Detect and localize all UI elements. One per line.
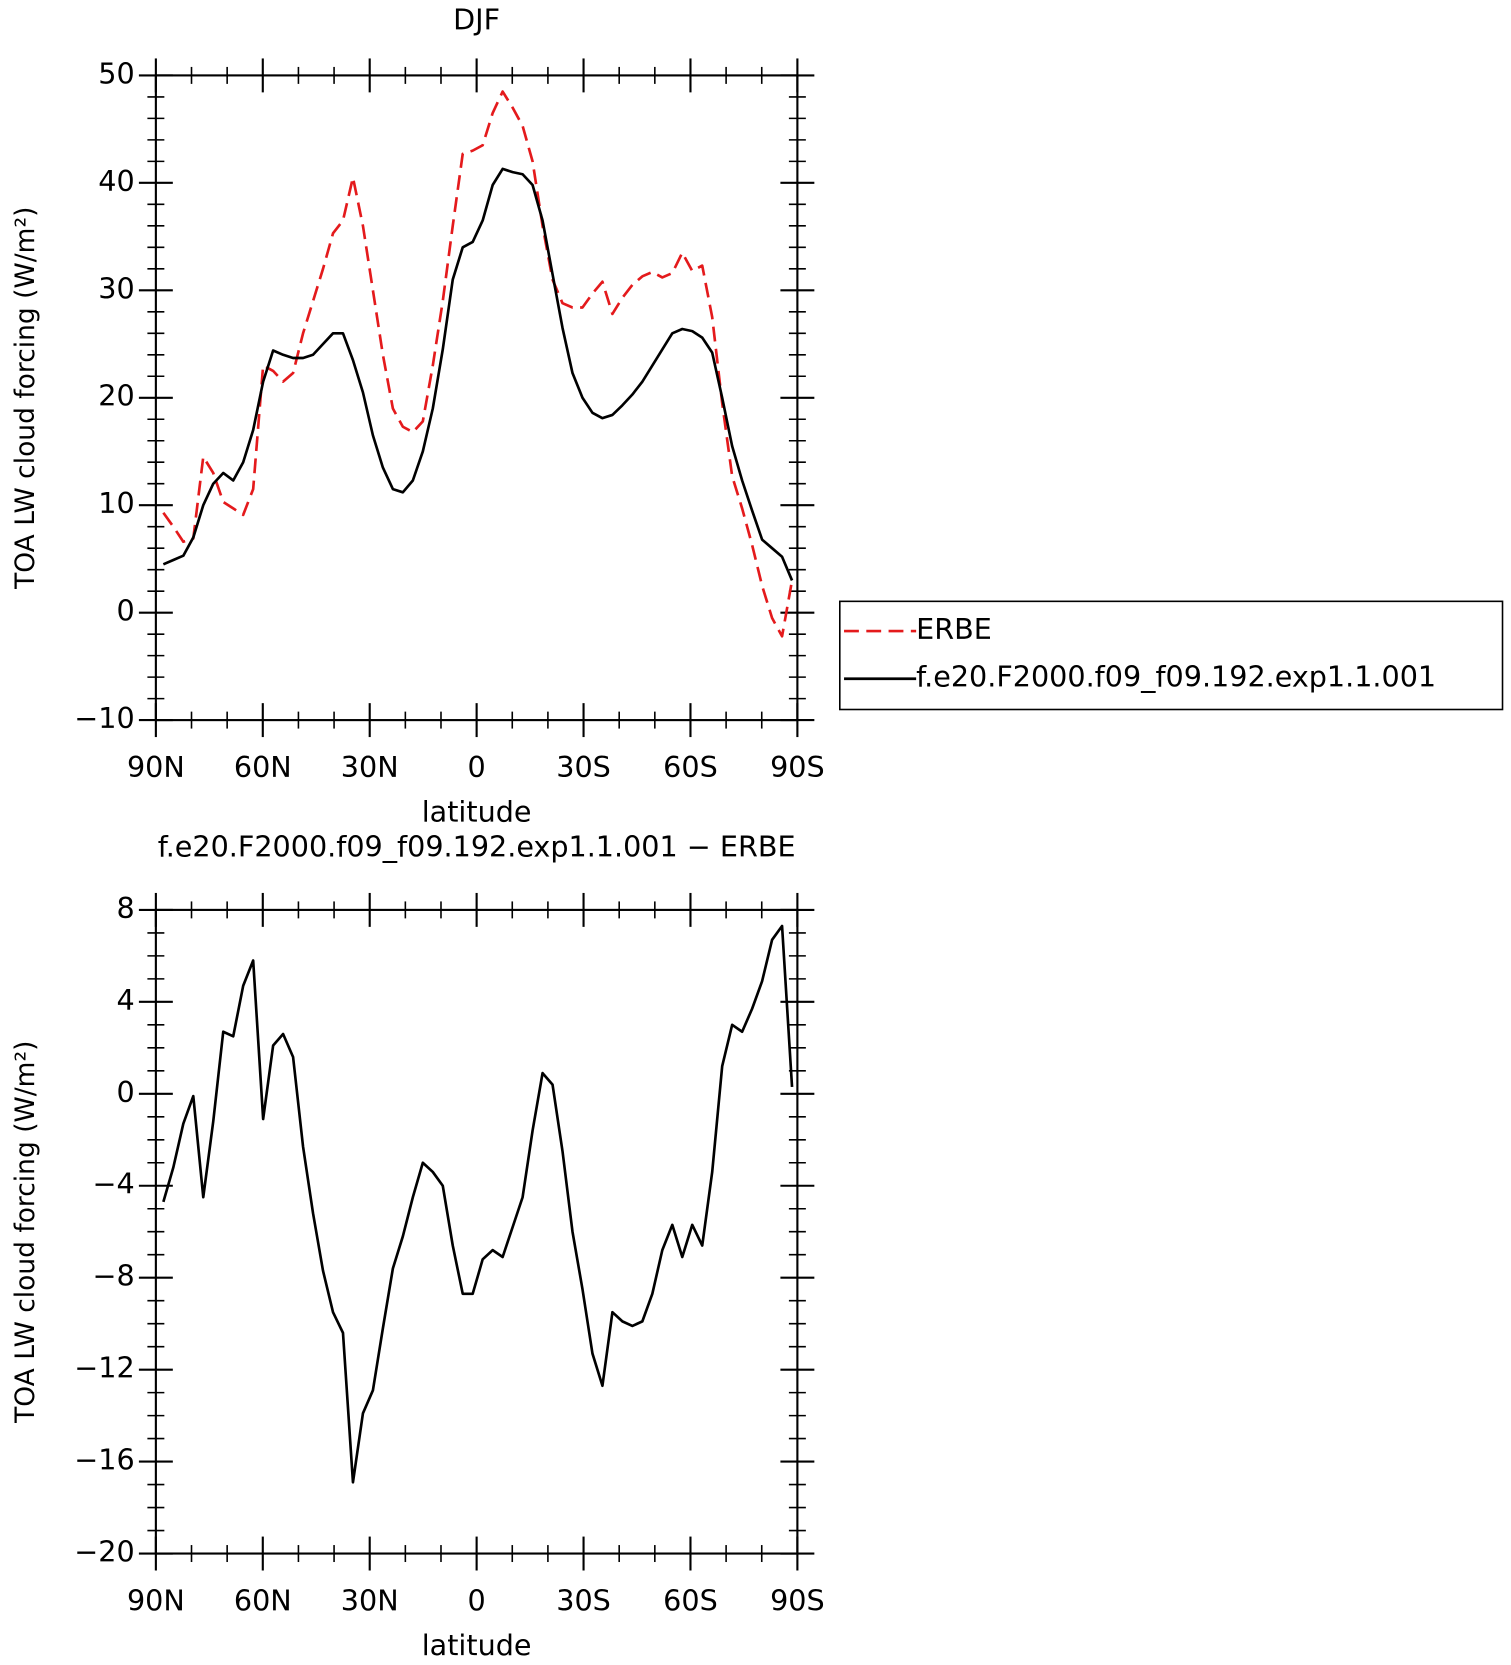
data-line xyxy=(162,167,794,581)
legend-box xyxy=(839,600,1504,711)
y-tick-label: −10 xyxy=(74,701,134,735)
plot-frame xyxy=(154,908,799,1555)
y-tick-label: −20 xyxy=(74,1535,134,1569)
y-tick-label: −16 xyxy=(74,1443,134,1477)
y-tick-label: 0 xyxy=(116,1075,134,1109)
x-axis-label: latitude xyxy=(422,794,532,828)
x-tick-label: 60S xyxy=(663,750,718,784)
y-tick-label: 30 xyxy=(98,271,134,305)
x-tick-label: 30N xyxy=(341,1583,399,1617)
x-tick-label: 0 xyxy=(468,1583,486,1617)
x-tick-label: 90S xyxy=(770,1583,825,1617)
y-tick-label: −8 xyxy=(92,1259,134,1293)
x-tick-label: 30S xyxy=(556,750,611,784)
x-tick-label: 60N xyxy=(234,750,292,784)
chart-title: DJF xyxy=(453,2,500,36)
y-tick-label: 8 xyxy=(116,891,134,925)
x-tick-label: 30N xyxy=(341,750,399,784)
x-tick-label: 90S xyxy=(770,750,825,784)
legend-label: f.e20.F2000.f09_f09.192.exp1.1.001 xyxy=(916,660,1436,694)
y-tick-label: 20 xyxy=(98,379,134,413)
x-tick-label: 90N xyxy=(127,750,185,784)
x-tick-label: 60S xyxy=(663,1583,718,1617)
x-axis-label: latitude xyxy=(422,1628,532,1662)
plot-frame xyxy=(154,74,799,722)
y-tick-label: 40 xyxy=(98,164,134,198)
y-tick-label: 4 xyxy=(116,983,134,1017)
x-tick-label: 0 xyxy=(468,750,486,784)
y-tick-label: −12 xyxy=(74,1351,134,1385)
y-tick-label: 0 xyxy=(116,594,134,628)
y-tick-label: 10 xyxy=(98,486,134,520)
y-axis-label: TOA LW cloud forcing (W/m²) xyxy=(10,1041,41,1424)
x-tick-label: 90N xyxy=(127,1583,185,1617)
x-tick-label: 60N xyxy=(234,1583,292,1617)
data-line xyxy=(162,924,794,1484)
chart-title: f.e20.F2000.f09_f09.192.exp1.1.001 − ERB… xyxy=(158,829,796,863)
legend-label: ERBE xyxy=(916,612,992,646)
y-axis-label: TOA LW cloud forcing (W/m²) xyxy=(10,207,41,590)
y-tick-label: 50 xyxy=(98,56,134,90)
x-tick-label: 30S xyxy=(556,1583,611,1617)
data-line xyxy=(162,90,794,638)
y-tick-label: −4 xyxy=(92,1167,134,1201)
